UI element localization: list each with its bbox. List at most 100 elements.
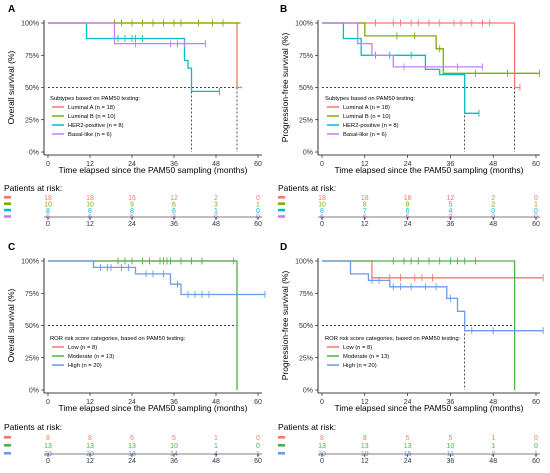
x-tick-label: 0 xyxy=(46,161,50,168)
risk-value: 18 xyxy=(86,195,94,202)
legend-title: ROR risk score categories, based on PAM5… xyxy=(325,336,461,342)
risk-value: 0 xyxy=(534,208,538,215)
risk-table-title: Patients at risk: xyxy=(4,422,62,432)
risk-axis-label: 24 xyxy=(128,221,136,228)
risk-row-swatch xyxy=(278,208,285,212)
survival-curve-3 xyxy=(48,22,220,93)
risk-axis-label: 0 xyxy=(320,221,324,228)
x-tick-label: 48 xyxy=(489,161,497,168)
risk-axis-label: 36 xyxy=(170,221,178,228)
risk-value: 8 xyxy=(363,435,367,442)
y-axis-label: Progression-free survival (%) xyxy=(280,271,290,381)
risk-row-swatch xyxy=(4,452,11,455)
x-tick-label: 60 xyxy=(254,399,262,406)
risk-row-swatch xyxy=(278,436,285,439)
risk-axis-label: 60 xyxy=(532,221,540,228)
survival-curve-4 xyxy=(322,22,483,68)
x-tick-label: 36 xyxy=(170,399,178,406)
risk-value: 8 xyxy=(320,208,324,215)
risk-value: 5 xyxy=(172,435,176,442)
risk-value: 8 xyxy=(130,208,134,215)
risk-axis-label: 36 xyxy=(170,458,178,465)
risk-value: 4 xyxy=(448,208,452,215)
risk-table: Patients at risk:18 18 16 12 2 010 8 8 5 2 18 7 6 4 0 0… xyxy=(278,183,540,228)
x-axis-label: Time elapsed since the PAM50 sampling (m… xyxy=(59,165,248,175)
x-tick-label: 24 xyxy=(128,161,136,168)
y-tick-label: 25% xyxy=(299,355,313,362)
risk-row-swatch xyxy=(4,202,11,205)
x-axis-label: Time elapsed since the PAM50 sampling (m… xyxy=(335,403,524,413)
y-tick-label: 75% xyxy=(299,291,313,298)
x-axis-label: Time elapsed since the PAM50 sampling (m… xyxy=(59,403,248,413)
risk-value: 12 xyxy=(170,195,178,202)
x-tick-label: 24 xyxy=(404,399,412,406)
risk-row-swatch xyxy=(278,452,285,455)
risk-value: 8 xyxy=(46,208,50,215)
x-tick-label: 48 xyxy=(489,399,497,406)
risk-table-title: Patients at risk: xyxy=(278,183,336,193)
x-tick-label: 12 xyxy=(361,399,369,406)
risk-row-swatch xyxy=(278,215,285,218)
risk-value: 16 xyxy=(404,195,412,202)
x-tick-label: 48 xyxy=(212,161,220,168)
risk-row-swatch xyxy=(278,196,285,199)
legend-label: Luminal A (n = 18) xyxy=(343,105,390,111)
risk-value: 10 xyxy=(447,443,455,450)
risk-axis-label: 24 xyxy=(404,221,412,228)
risk-value: 0 xyxy=(534,195,538,202)
risk-value: 8 xyxy=(406,201,410,208)
risk-axis-label: 48 xyxy=(212,221,220,228)
risk-value: 1 xyxy=(214,208,218,215)
x-tick-label: 36 xyxy=(447,399,455,406)
risk-value: 5 xyxy=(406,435,410,442)
panel-d: D 0% 25% 50% 75% 100% 0 12 24 36 48 60 Time elapsed … xyxy=(278,242,544,465)
x-tick-label: 48 xyxy=(212,399,220,406)
legend-label: Luminal A (n = 18) xyxy=(68,105,115,111)
risk-axis-label: 60 xyxy=(254,458,262,465)
risk-value: 13 xyxy=(404,443,412,450)
panel-label: B xyxy=(280,4,287,15)
legend-label: Moderate (n = 13) xyxy=(68,354,114,360)
survival-curve-3 xyxy=(322,22,479,114)
risk-axis-label: 12 xyxy=(86,458,94,465)
risk-value: 10 xyxy=(44,201,52,208)
risk-value: 8 xyxy=(46,435,50,442)
risk-row-swatch xyxy=(4,196,11,199)
risk-value: 13 xyxy=(318,443,326,450)
legend-label: Moderate (n = 13) xyxy=(343,354,389,360)
risk-value: 10 xyxy=(86,201,94,208)
x-tick-label: 60 xyxy=(532,161,540,168)
risk-table: Patients at risk:8 8 5 5 1 013 13 13 10 1 020 19 15 1… xyxy=(278,422,540,465)
risk-row-swatch xyxy=(4,444,11,447)
risk-value: 6 xyxy=(172,201,176,208)
x-tick-label: 36 xyxy=(170,161,178,168)
risk-value: 0 xyxy=(256,435,260,442)
risk-table-title: Patients at risk: xyxy=(278,422,336,432)
y-tick-label: 25% xyxy=(25,355,39,362)
x-tick-label: 60 xyxy=(532,399,540,406)
risk-value: 0 xyxy=(256,195,260,202)
legend-label: Luminal B (n = 10) xyxy=(343,114,391,120)
panel-label: C xyxy=(8,242,15,253)
risk-value: 10 xyxy=(318,201,326,208)
x-tick-label: 12 xyxy=(86,161,94,168)
y-tick-label: 0% xyxy=(303,150,313,157)
risk-row-swatch xyxy=(4,436,11,439)
survival-curve-2 xyxy=(48,260,238,390)
risk-value: 12 xyxy=(447,195,455,202)
y-tick-label: 75% xyxy=(25,53,39,60)
risk-axis-label: 36 xyxy=(447,221,455,228)
risk-value: 0 xyxy=(534,435,538,442)
risk-value: 2 xyxy=(491,201,495,208)
y-axis-label: Overall survival (%) xyxy=(6,288,16,362)
legend-title: Subtypes based on PAM50 testing: xyxy=(50,96,141,102)
risk-row-swatch xyxy=(4,215,11,218)
legend: Subtypes based on PAM50 testing: Luminal … xyxy=(50,96,141,138)
risk-axis-label: 48 xyxy=(489,221,497,228)
y-tick-label: 0% xyxy=(29,150,39,157)
survival-curve-2 xyxy=(322,22,540,74)
risk-value: 5 xyxy=(448,435,452,442)
risk-value: 1 xyxy=(491,435,495,442)
legend-label: HER2-positive (n = 8) xyxy=(68,123,124,129)
